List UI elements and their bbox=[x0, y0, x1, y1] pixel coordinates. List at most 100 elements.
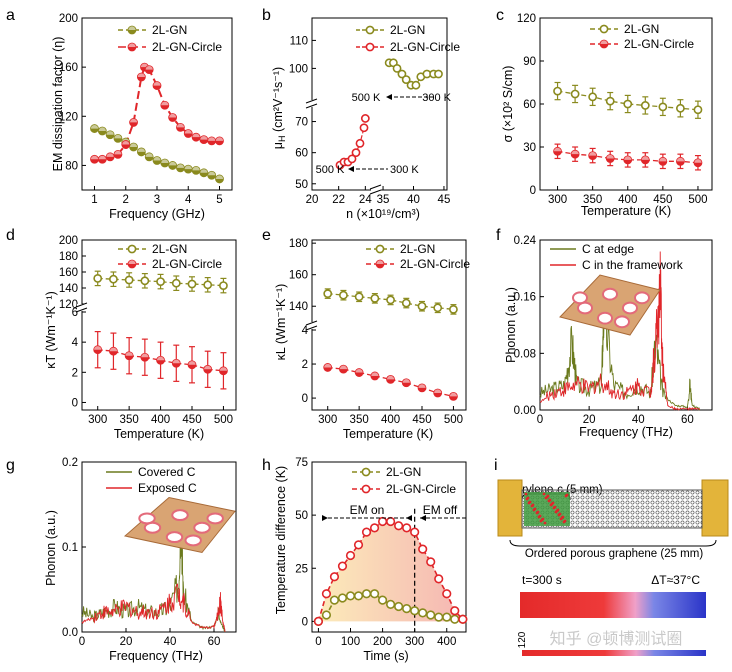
d-legend-label: 2L-GN bbox=[152, 242, 187, 256]
a-point-circle-half bbox=[176, 123, 185, 128]
e-point-circle-half bbox=[339, 365, 348, 370]
e-ytick-label: 140 bbox=[289, 301, 308, 313]
c-point-circle-half bbox=[676, 157, 685, 162]
f-legend-label: C at edge bbox=[582, 242, 634, 256]
i-time-label: t=300 s bbox=[522, 573, 562, 587]
e-point-2l-gn bbox=[370, 293, 380, 303]
i-watermark: 知乎 @顿博测试圈 bbox=[550, 630, 683, 648]
a-point-circle-half bbox=[208, 137, 216, 141]
b-point-circle bbox=[351, 148, 361, 158]
a-xtick-label: 3 bbox=[154, 194, 160, 206]
d-legend-label: 2L-GN-Circle bbox=[152, 257, 222, 271]
d-point-circle-half bbox=[172, 359, 180, 364]
b-ylabel: μH (cm²V⁻¹s⁻¹) bbox=[271, 67, 287, 149]
a-ytick-label: 120 bbox=[59, 111, 78, 123]
c-legend-label: 2L-GN-Circle bbox=[624, 37, 694, 51]
e-legend-label: 2L-GN-Circle bbox=[400, 257, 470, 271]
a-xtick-label: 4 bbox=[185, 194, 192, 206]
a-series-circle-line bbox=[94, 65, 220, 161]
h-panel-letter: h bbox=[262, 457, 271, 474]
d-point-2l-gn bbox=[93, 273, 103, 283]
b-ytick-label: 50 bbox=[295, 179, 308, 191]
a-point-circle-half bbox=[140, 63, 149, 68]
e-ytick-label: 180 bbox=[289, 238, 308, 250]
g-ytick-label: 0.1 bbox=[62, 542, 78, 554]
c-point-2l-gn bbox=[570, 89, 580, 99]
a-ylabel: EM dissipation factor (η) bbox=[51, 37, 65, 172]
b-axis-break bbox=[305, 103, 318, 109]
g-ytick-label: 0.0 bbox=[62, 627, 78, 639]
c-xlabel: Temperature (K) bbox=[581, 204, 671, 218]
a-point-2l-gn-half bbox=[215, 175, 224, 179]
g-xtick-label: 40 bbox=[164, 636, 177, 648]
i-parylene-dot bbox=[524, 492, 528, 496]
a-point-2l-gn-half bbox=[192, 166, 200, 171]
g-graphene-pore bbox=[206, 512, 224, 525]
h-em-off-arrowhead bbox=[420, 515, 426, 521]
e-point-circle-half bbox=[324, 363, 332, 368]
h-point-2l-gn bbox=[353, 591, 364, 601]
d-ytick-label: 0 bbox=[72, 397, 78, 409]
c-point-2l-gn bbox=[676, 103, 685, 113]
i-parylene-dot bbox=[552, 506, 556, 510]
e-xtick-label: 500 bbox=[444, 414, 463, 426]
a-legend-marker-half bbox=[128, 43, 136, 47]
e-point-2l-gn bbox=[354, 292, 364, 302]
c-point-2l-gn bbox=[693, 105, 703, 115]
e-point-2l-gn bbox=[386, 295, 395, 305]
i-parylene-dot bbox=[537, 515, 541, 519]
b-xtick-label: 45 bbox=[438, 194, 451, 206]
a-point-2l-gn-half bbox=[90, 124, 99, 129]
c-ytick-label: 90 bbox=[523, 56, 536, 68]
a-legend-label: 2L-GN-Circle bbox=[152, 40, 222, 54]
b-xtick-label: 22 bbox=[332, 194, 345, 206]
h-point-circle bbox=[329, 572, 340, 582]
e-xtick-label: 350 bbox=[350, 414, 369, 426]
h-xtick-label: 0 bbox=[315, 636, 321, 648]
d-point-2l-gn bbox=[203, 280, 213, 290]
d-point-circle-half bbox=[219, 367, 228, 371]
a-point-circle-half bbox=[122, 140, 130, 145]
c-ytick-label: 120 bbox=[517, 13, 536, 25]
h-point-circle bbox=[386, 516, 396, 527]
h-em-on-label: EM on bbox=[350, 503, 385, 517]
g-graphene-pore bbox=[138, 512, 156, 525]
b-point-circle bbox=[347, 154, 357, 164]
b-ytick-label: 60 bbox=[295, 148, 308, 160]
g-ytick-label: 0.2 bbox=[62, 457, 78, 469]
a-point-2l-gn-half bbox=[137, 148, 145, 152]
b-annotation-300k-upper: 300 K bbox=[422, 92, 451, 104]
d-point-2l-gn bbox=[171, 278, 181, 288]
f-xtick-label: 20 bbox=[583, 414, 596, 426]
d-xtick-label: 350 bbox=[120, 414, 139, 426]
c-xtick-label: 300 bbox=[548, 194, 567, 206]
i-parylene-dot bbox=[532, 508, 536, 512]
d-frame bbox=[81, 239, 237, 411]
h-point-2l-gn bbox=[329, 595, 340, 605]
a-panel-letter: a bbox=[6, 7, 15, 24]
i-bottom-brace bbox=[509, 539, 717, 547]
b-point-circle bbox=[355, 138, 365, 148]
f-graphene-illustration bbox=[559, 274, 661, 336]
h-ytick-label: 50 bbox=[295, 510, 308, 522]
h-point-2l-gn bbox=[345, 591, 356, 601]
a-point-circle-half bbox=[137, 73, 145, 77]
e-panel-letter: e bbox=[262, 227, 271, 244]
a-xtick-label: 1 bbox=[91, 194, 97, 206]
g-ylabel: Phonon (a.u.) bbox=[44, 510, 58, 586]
g-xtick-label: 60 bbox=[208, 636, 221, 648]
c-xtick-label: 450 bbox=[653, 194, 672, 206]
b-point-2l-gn bbox=[392, 64, 402, 73]
a-point-2l-gn-half bbox=[208, 171, 216, 176]
b-point-circle bbox=[359, 123, 369, 133]
a-point-2l-gn-half bbox=[114, 134, 122, 139]
d-axis-break bbox=[75, 307, 88, 313]
b-annotation-arrowhead-upper bbox=[386, 94, 392, 100]
h-point-2l-gn bbox=[361, 589, 372, 599]
a-point-2l-gn-half bbox=[161, 159, 169, 163]
b-legend-marker bbox=[365, 42, 375, 52]
a-point-circle-half bbox=[215, 137, 224, 141]
c-ylabel: σ (×10² S/cm) bbox=[501, 66, 515, 143]
e-xlabel: Temperature (K) bbox=[343, 427, 433, 441]
c-panel-letter: c bbox=[496, 7, 504, 24]
